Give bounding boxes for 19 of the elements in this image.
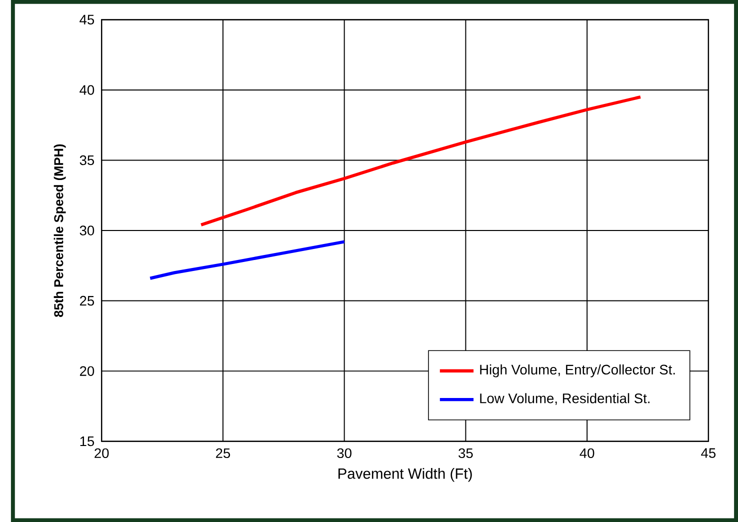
x-axis-title: Pavement Width (Ft) [338, 468, 472, 482]
x-tick-label: 40 [580, 448, 594, 458]
x-tick-label: 35 [458, 448, 473, 458]
x-tick-label: 20 [94, 448, 109, 458]
x-tick-label: 30 [337, 448, 352, 458]
y-tick-label: 20 [80, 366, 94, 376]
line-series [148, 240, 346, 280]
y-tick-label: 35 [80, 155, 94, 166]
legend-label: High Volume, Entry/Collector St. [480, 364, 675, 378]
y-tick-label: 15 [80, 436, 94, 446]
x-tick-label: 45 [701, 448, 716, 458]
legend-label: Low Volume, Residential St. [480, 393, 650, 405]
y-tick-label: 30 [80, 226, 94, 236]
y-axis-title: 85th Percentile Speed (MPH) [54, 144, 66, 317]
line-series [200, 95, 642, 226]
y-tick-label: 25 [80, 296, 94, 306]
x-tick-label: 25 [216, 448, 230, 458]
y-tick-label: 45 [80, 14, 94, 24]
y-tick-label: 40 [80, 85, 94, 95]
